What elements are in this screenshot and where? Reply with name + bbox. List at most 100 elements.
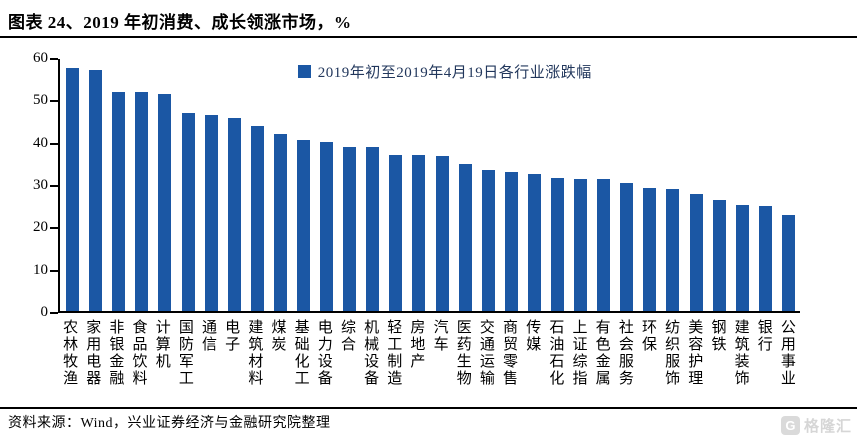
legend-swatch-icon <box>297 65 311 78</box>
x-axis-label: 社会服务 <box>615 320 638 388</box>
x-axis-label-char: 电 <box>225 320 241 336</box>
x-axis-label-char: 非 <box>109 320 125 336</box>
x-axis-label-char: 业 <box>780 371 796 387</box>
watermark: G 格隆汇 <box>780 415 852 436</box>
x-axis-label-char: 合 <box>340 337 356 353</box>
bar <box>204 115 218 311</box>
x-axis-label: 电子 <box>221 320 244 388</box>
bar-slot <box>638 59 661 311</box>
x-axis-label: 公用事业 <box>777 320 800 388</box>
bar <box>135 92 149 311</box>
x-axis-label-char: 通 <box>479 337 495 353</box>
bar <box>366 147 380 311</box>
x-axis-label-char: 饰 <box>665 371 681 387</box>
bar-slot <box>500 59 523 311</box>
x-axis-label-char: 行 <box>757 337 773 353</box>
x-axis-label: 轻工制造 <box>383 320 406 388</box>
x-axis-label-char: 社 <box>618 320 634 336</box>
bar <box>597 179 611 311</box>
x-axis-label-char: 造 <box>387 371 403 387</box>
x-axis-label-char: 化 <box>294 354 310 370</box>
x-axis-label: 医药生物 <box>453 320 476 388</box>
x-axis-label-char: 设 <box>364 354 380 370</box>
x-axis-label-char: 纺 <box>665 320 681 336</box>
bar <box>620 183 634 311</box>
x-axis-label: 纺织服饰 <box>661 320 684 388</box>
x-axis-label-char: 指 <box>572 371 588 387</box>
x-axis-label-char: 信 <box>202 337 218 353</box>
x-axis-label: 农林牧渔 <box>59 320 82 388</box>
x-axis-label-char: 备 <box>317 371 333 387</box>
bar <box>781 214 795 311</box>
x-axis-label: 建筑装饰 <box>731 320 754 388</box>
x-axis-label-char: 电 <box>317 320 333 336</box>
x-axis-label-char: 备 <box>364 371 380 387</box>
bar <box>89 70 103 311</box>
x-axis-label-char: 银 <box>757 320 773 336</box>
x-axis-label: 非银金融 <box>105 320 128 388</box>
legend-label: 2019年初至2019年4月19日各行业涨跌幅 <box>317 65 592 81</box>
gelonghui-logo-icon: G <box>780 416 800 435</box>
x-axis-labels: 农林牧渔家用电器非银金融食品饮料计算机国防军工通信电子建筑材料煤炭基础化工电力设… <box>58 320 800 388</box>
x-axis-label-char: 服 <box>618 354 634 370</box>
x-axis-label-char: 炭 <box>271 337 287 353</box>
bar-slot <box>130 59 153 311</box>
x-axis-label-char: 电 <box>86 354 102 370</box>
x-axis-label-char: 车 <box>433 337 449 353</box>
bar <box>227 118 241 311</box>
x-axis-label-char: 色 <box>595 337 611 353</box>
bar <box>435 155 449 311</box>
y-tick <box>50 58 58 60</box>
x-axis-label-char: 制 <box>387 354 403 370</box>
bar-slot <box>176 59 199 311</box>
x-axis-label-char: 会 <box>618 337 634 353</box>
bar-slot <box>61 59 84 311</box>
bar-chart: 0 10 20 30 40 50 60 2019年初至2019年4月19日各行业涨跌幅 <box>33 50 800 320</box>
bar-slot <box>615 59 638 311</box>
y-tick-label: 0 <box>40 304 49 320</box>
page-title: 图表 24、2019 年初消费、成长领涨市场，% <box>8 13 352 32</box>
bar-slot <box>685 59 708 311</box>
bar <box>689 193 703 311</box>
x-axis-label-char: 传 <box>526 320 542 336</box>
x-axis-label-char: 油 <box>549 337 565 353</box>
y-tick-label: 20 <box>33 219 48 236</box>
y-tick <box>50 312 58 314</box>
bar <box>66 68 80 311</box>
x-axis-label-char: 生 <box>456 354 472 370</box>
x-axis-label: 基础化工 <box>291 320 314 388</box>
x-axis-label-char: 公 <box>780 320 796 336</box>
x-axis-label-char: 渔 <box>63 371 79 387</box>
x-axis-label-char: 筑 <box>248 337 264 353</box>
x-axis-label-char: 织 <box>665 337 681 353</box>
x-axis-label-char: 料 <box>132 371 148 387</box>
x-axis-label-char: 煤 <box>271 320 287 336</box>
x-axis-label-char: 环 <box>641 320 657 336</box>
chart-legend: 2019年初至2019年4月19日各行业涨跌幅 <box>297 61 592 82</box>
x-axis-label-char: 地 <box>410 337 426 353</box>
x-axis-label-char: 基 <box>294 320 310 336</box>
x-axis-label-char: 轻 <box>387 320 403 336</box>
x-axis-label-char: 输 <box>479 371 495 387</box>
x-axis-label-char: 器 <box>86 371 102 387</box>
x-axis-label-char: 通 <box>202 320 218 336</box>
footer-divider <box>0 407 857 409</box>
x-axis-label-char: 防 <box>178 337 194 353</box>
bar <box>389 154 403 311</box>
x-axis-label-char: 媒 <box>526 337 542 353</box>
bar-slot <box>523 59 546 311</box>
bar-slot <box>431 59 454 311</box>
x-axis-label-char: 饰 <box>734 371 750 387</box>
bar <box>712 199 726 311</box>
y-tick <box>50 227 58 230</box>
x-axis-label-char: 汽 <box>433 320 449 336</box>
x-axis-label: 上证综指 <box>568 320 591 388</box>
bar <box>320 142 334 311</box>
x-axis-label-char: 牧 <box>63 354 79 370</box>
y-tick-label: 30 <box>33 177 48 193</box>
bar <box>112 92 126 311</box>
x-axis-label: 有色金属 <box>592 320 615 388</box>
x-axis-label: 建筑材料 <box>244 320 267 388</box>
x-axis-label-char: 药 <box>456 337 472 353</box>
x-axis-label-char: 金 <box>595 354 611 370</box>
